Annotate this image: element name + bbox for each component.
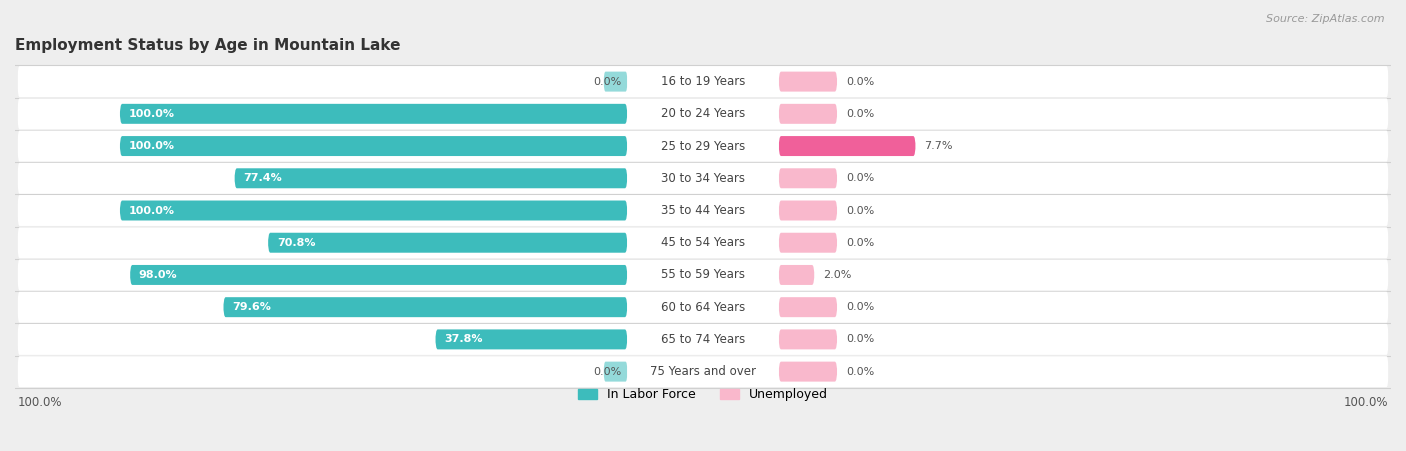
- FancyBboxPatch shape: [18, 131, 1388, 161]
- FancyBboxPatch shape: [779, 297, 837, 317]
- FancyBboxPatch shape: [779, 329, 837, 350]
- Text: 0.0%: 0.0%: [593, 77, 621, 87]
- FancyBboxPatch shape: [269, 233, 627, 253]
- Text: 70.8%: 70.8%: [277, 238, 315, 248]
- FancyBboxPatch shape: [224, 297, 627, 317]
- FancyBboxPatch shape: [779, 362, 837, 382]
- FancyBboxPatch shape: [120, 104, 627, 124]
- FancyBboxPatch shape: [235, 168, 627, 188]
- FancyBboxPatch shape: [627, 265, 779, 285]
- Text: 0.0%: 0.0%: [846, 173, 875, 183]
- Text: 0.0%: 0.0%: [846, 238, 875, 248]
- FancyBboxPatch shape: [18, 259, 1388, 290]
- FancyBboxPatch shape: [627, 361, 779, 382]
- FancyBboxPatch shape: [18, 66, 1388, 97]
- FancyBboxPatch shape: [779, 136, 915, 156]
- Legend: In Labor Force, Unemployed: In Labor Force, Unemployed: [572, 383, 834, 406]
- Text: 2.0%: 2.0%: [823, 270, 852, 280]
- FancyBboxPatch shape: [603, 72, 627, 92]
- Text: 0.0%: 0.0%: [846, 367, 875, 377]
- Text: 60 to 64 Years: 60 to 64 Years: [661, 301, 745, 314]
- FancyBboxPatch shape: [627, 297, 779, 318]
- FancyBboxPatch shape: [18, 292, 1388, 322]
- FancyBboxPatch shape: [129, 265, 627, 285]
- Text: 30 to 34 Years: 30 to 34 Years: [661, 172, 745, 185]
- FancyBboxPatch shape: [18, 195, 1388, 226]
- FancyBboxPatch shape: [779, 104, 837, 124]
- FancyBboxPatch shape: [627, 71, 779, 92]
- FancyBboxPatch shape: [627, 104, 779, 124]
- FancyBboxPatch shape: [627, 329, 779, 350]
- Text: 37.8%: 37.8%: [444, 334, 482, 345]
- Text: 55 to 59 Years: 55 to 59 Years: [661, 268, 745, 281]
- Text: 16 to 19 Years: 16 to 19 Years: [661, 75, 745, 88]
- FancyBboxPatch shape: [779, 233, 837, 253]
- Text: 0.0%: 0.0%: [593, 367, 621, 377]
- Text: 0.0%: 0.0%: [846, 302, 875, 312]
- Text: Employment Status by Age in Mountain Lake: Employment Status by Age in Mountain Lak…: [15, 37, 401, 53]
- Text: 100.0%: 100.0%: [129, 109, 174, 119]
- Text: 100.0%: 100.0%: [1344, 396, 1388, 409]
- FancyBboxPatch shape: [18, 163, 1388, 194]
- Text: 75 Years and over: 75 Years and over: [650, 365, 756, 378]
- Text: 45 to 54 Years: 45 to 54 Years: [661, 236, 745, 249]
- FancyBboxPatch shape: [779, 201, 837, 221]
- Text: Source: ZipAtlas.com: Source: ZipAtlas.com: [1267, 14, 1385, 23]
- Text: 65 to 74 Years: 65 to 74 Years: [661, 333, 745, 346]
- Text: 0.0%: 0.0%: [846, 206, 875, 216]
- Text: 77.4%: 77.4%: [243, 173, 283, 183]
- Text: 35 to 44 Years: 35 to 44 Years: [661, 204, 745, 217]
- Text: 20 to 24 Years: 20 to 24 Years: [661, 107, 745, 120]
- Text: 98.0%: 98.0%: [139, 270, 177, 280]
- FancyBboxPatch shape: [779, 168, 837, 188]
- Text: 0.0%: 0.0%: [846, 77, 875, 87]
- FancyBboxPatch shape: [627, 168, 779, 189]
- Text: 100.0%: 100.0%: [129, 141, 174, 151]
- FancyBboxPatch shape: [779, 265, 814, 285]
- FancyBboxPatch shape: [18, 227, 1388, 258]
- FancyBboxPatch shape: [120, 201, 627, 221]
- FancyBboxPatch shape: [603, 362, 627, 382]
- Text: 0.0%: 0.0%: [846, 109, 875, 119]
- FancyBboxPatch shape: [627, 136, 779, 156]
- FancyBboxPatch shape: [18, 98, 1388, 129]
- Text: 25 to 29 Years: 25 to 29 Years: [661, 139, 745, 152]
- FancyBboxPatch shape: [18, 324, 1388, 355]
- Text: 79.6%: 79.6%: [232, 302, 271, 312]
- Text: 0.0%: 0.0%: [846, 334, 875, 345]
- Text: 100.0%: 100.0%: [129, 206, 174, 216]
- Text: 100.0%: 100.0%: [18, 396, 62, 409]
- FancyBboxPatch shape: [18, 356, 1388, 387]
- FancyBboxPatch shape: [627, 200, 779, 221]
- FancyBboxPatch shape: [627, 232, 779, 253]
- FancyBboxPatch shape: [779, 72, 837, 92]
- Text: 7.7%: 7.7%: [924, 141, 953, 151]
- FancyBboxPatch shape: [436, 329, 627, 350]
- FancyBboxPatch shape: [120, 136, 627, 156]
